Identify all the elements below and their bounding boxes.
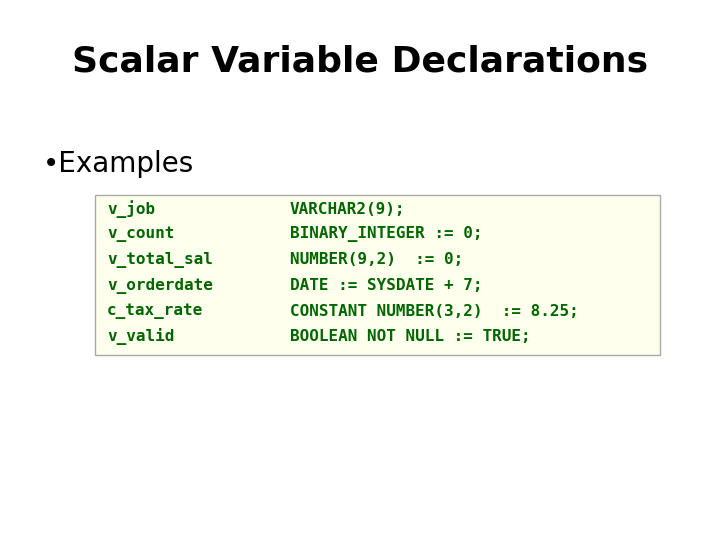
FancyBboxPatch shape [95, 195, 660, 355]
Text: CONSTANT NUMBER(3,2)  := 8.25;: CONSTANT NUMBER(3,2) := 8.25; [290, 303, 579, 319]
Text: v_count: v_count [107, 227, 174, 242]
Text: Scalar Variable Declarations: Scalar Variable Declarations [72, 45, 648, 79]
Text: c_tax_rate: c_tax_rate [107, 303, 203, 319]
Text: DATE := SYSDATE + 7;: DATE := SYSDATE + 7; [290, 278, 482, 293]
Text: VARCHAR2(9);: VARCHAR2(9); [290, 201, 405, 217]
Text: v_job: v_job [107, 200, 155, 218]
Text: BINARY_INTEGER := 0;: BINARY_INTEGER := 0; [290, 226, 482, 242]
Text: •Examples: •Examples [43, 150, 194, 178]
Text: BOOLEAN NOT NULL := TRUE;: BOOLEAN NOT NULL := TRUE; [290, 329, 531, 344]
Text: NUMBER(9,2)  := 0;: NUMBER(9,2) := 0; [290, 253, 463, 267]
Text: v_total_sal: v_total_sal [107, 252, 213, 268]
Text: v_valid: v_valid [107, 328, 174, 345]
Text: v_orderdate: v_orderdate [107, 278, 213, 294]
